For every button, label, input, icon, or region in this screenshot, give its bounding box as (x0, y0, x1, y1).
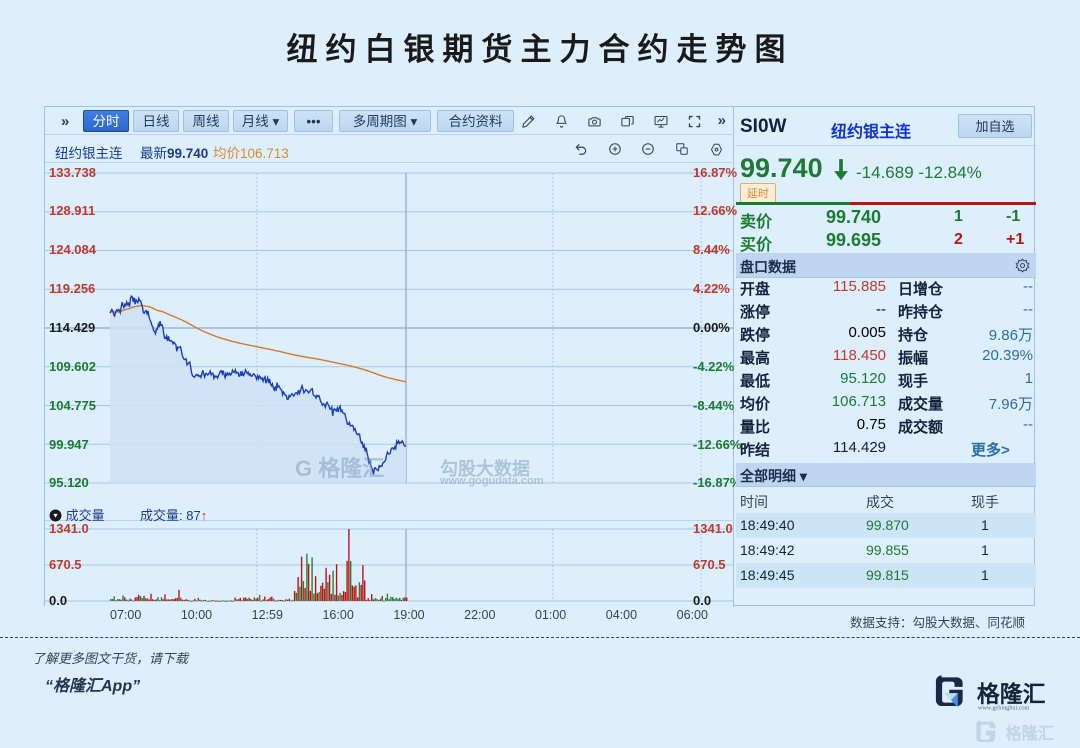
svg-text:www.gelonghui.com: www.gelonghui.com (978, 704, 1030, 711)
svg-text:格隆汇: 格隆汇 (977, 681, 1046, 707)
svg-text:格隆汇: 格隆汇 (1005, 724, 1054, 743)
